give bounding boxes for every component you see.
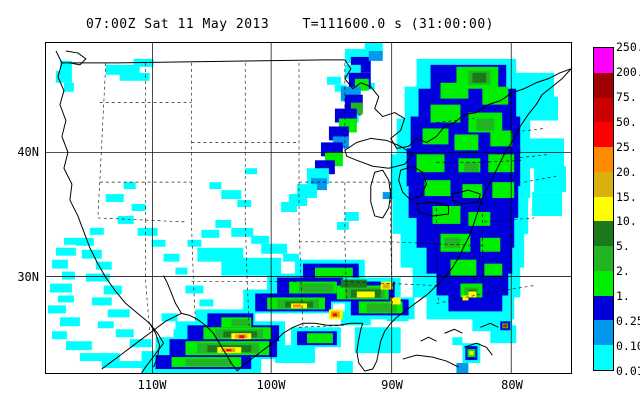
colorbar-tick-label: 250. <box>616 40 640 54</box>
precip-texas-gulf <box>141 247 415 373</box>
colorbar-band <box>594 122 613 148</box>
y-tick-label-30n: 30N <box>17 270 39 284</box>
colorbar-tick-label: 5. <box>616 239 630 254</box>
colorbar-tick-label: 15. <box>616 189 637 204</box>
colorbar-band <box>594 295 613 321</box>
x-tick-label-80w: 80W <box>501 378 523 392</box>
colorbar-tick-label: 200. <box>616 64 640 79</box>
colorbar-tick-label: 25. <box>616 139 637 154</box>
colorbar-band <box>594 147 613 172</box>
graticule <box>46 43 571 373</box>
colorbar-band <box>594 48 613 73</box>
colorbar-band <box>594 171 613 197</box>
colorbar-band <box>594 246 613 271</box>
x-tick-label-110w: 110W <box>137 378 167 392</box>
precip-upper-midwest-band <box>281 43 383 212</box>
x-tick-label-90w: 90W <box>381 378 403 392</box>
precip-offshore-cells <box>452 317 513 373</box>
precip-southwest <box>47 182 214 369</box>
colorbar-band <box>594 320 613 346</box>
colorbar-tick-label: 75. <box>616 89 637 104</box>
colorbar-tick-label: 1. <box>616 289 630 304</box>
colorbar-tick-label: 20. <box>616 164 637 179</box>
colorbar-tick-label: 0.25 <box>616 314 640 329</box>
map-panel <box>45 42 572 374</box>
colorbar-band <box>594 72 613 98</box>
colorbar-band <box>594 97 613 123</box>
figure-title: 07:00Z Sat 11 May 2013 T=111600.0 s (31:… <box>85 17 494 32</box>
precip-southern-plains <box>187 219 300 262</box>
colorbar-tick-labels: 250. 200. 75. 50. 25. 20. 15. 10. 5. 2. 1. 0.25 0.10… <box>616 40 640 380</box>
precipitation-field <box>47 43 567 373</box>
x-tick-label-100w: 100W <box>256 378 286 392</box>
precip-northeast-shield <box>390 58 567 344</box>
colorbar-band <box>594 345 613 370</box>
colorbar-tick-label: 50. <box>616 114 637 129</box>
precip-central-plains <box>209 168 258 208</box>
colorbar-band <box>594 270 613 296</box>
geography-layer <box>55 50 571 373</box>
y-tick-label-40n: 40N <box>17 145 39 159</box>
map-canvas <box>46 43 571 373</box>
colorbar-band <box>594 196 613 222</box>
colorbar <box>593 47 614 371</box>
colorbar-tick-label: 10. <box>616 214 637 229</box>
colorbar-tick-label: 2. <box>616 264 630 279</box>
colorbar-tick-label: 0.10 <box>616 339 640 354</box>
colorbar-tick-label: 0.01 <box>616 364 640 378</box>
colorbar-band <box>594 221 613 247</box>
